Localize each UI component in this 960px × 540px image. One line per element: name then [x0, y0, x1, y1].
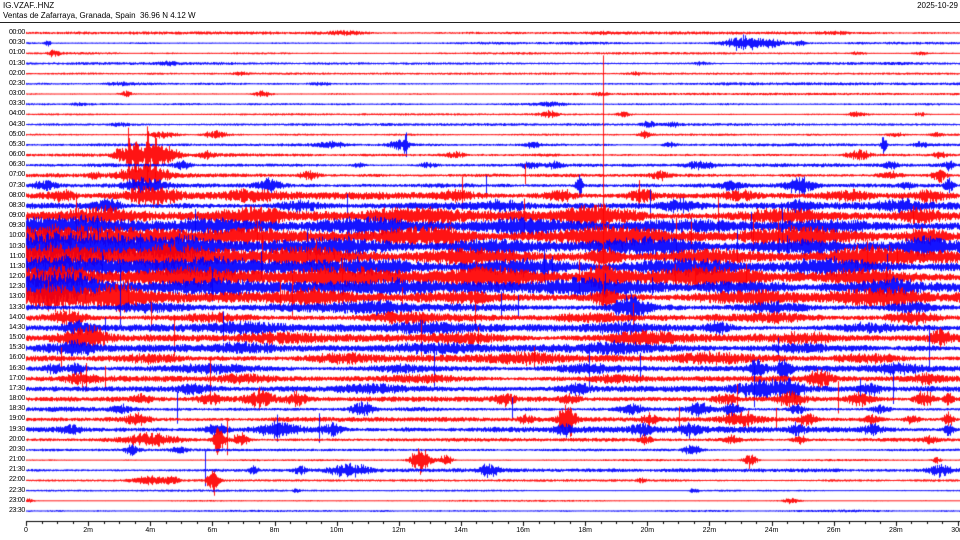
time-label: 07:30 [8, 181, 25, 189]
time-label: 11:30 [9, 262, 26, 270]
time-label: 10:30 [8, 242, 25, 250]
time-label: 12:00 [8, 273, 25, 281]
station-code: IG.VZAF..HNZ [3, 1, 55, 10]
time-label: 13:00 [8, 293, 25, 301]
time-label: 06:00 [8, 151, 25, 159]
minute-tick-label: 6m [207, 527, 218, 534]
time-label: 07:00 [8, 171, 25, 179]
time-label: 10:00 [8, 232, 25, 240]
time-label: 02:00 [8, 69, 25, 77]
minute-tick-label: 10m [329, 527, 344, 534]
minute-tick-label: 22m [702, 527, 717, 534]
time-label: 22:00 [8, 476, 25, 484]
minute-tick-label: 12m [391, 527, 406, 534]
time-label: 04:30 [8, 120, 25, 128]
minute-tick-label: 26m [826, 527, 841, 534]
minute-tick-label: 8m [269, 527, 280, 534]
header-divider [0, 22, 960, 23]
minute-tick-label: 14m [454, 527, 468, 534]
time-label: 14:30 [8, 323, 25, 331]
time-label: 05:00 [8, 130, 25, 138]
time-label: 21:00 [8, 456, 25, 464]
time-label: 20:30 [8, 445, 25, 453]
time-label: 08:00 [8, 191, 25, 199]
time-label: 15:30 [8, 344, 25, 352]
time-label: 00:00 [8, 29, 25, 36]
time-label: 19:30 [8, 425, 25, 433]
minute-tick-label: 2m [83, 527, 93, 534]
time-label: 01:00 [8, 49, 25, 57]
time-label: 04:00 [8, 110, 25, 118]
time-label: 01:30 [8, 59, 25, 67]
minute-tick-label: 4m [145, 527, 156, 534]
station-location: Ventas de Zafarraya, Granada, Spain 36.9… [3, 11, 196, 20]
date-label: 2025-10-29 [917, 1, 958, 10]
time-label: 00:30 [8, 39, 25, 47]
time-label: 08:30 [8, 201, 25, 209]
time-label: 21:30 [8, 466, 25, 474]
time-label: 11:00 [9, 252, 26, 260]
time-label: 15:00 [8, 334, 25, 342]
minute-tick-label: 16m [516, 527, 530, 534]
time-label: 16:30 [8, 364, 25, 372]
time-label: 17:30 [8, 384, 25, 392]
time-label: 17:00 [8, 374, 25, 382]
time-label: 19:00 [8, 415, 25, 423]
time-label: 06:30 [8, 161, 25, 169]
time-label: 18:30 [8, 405, 25, 413]
time-label: 05:30 [8, 140, 25, 148]
minute-tick-label: 28m [889, 527, 903, 534]
time-label: 16:00 [8, 354, 25, 362]
minute-tick-label: 24m [764, 527, 779, 534]
minute-tick-label: 18m [578, 527, 592, 534]
time-label: 03:30 [8, 100, 25, 108]
minute-tick-label: 30m [951, 527, 960, 534]
header: IG.VZAF..HNZ Ventas de Zafarraya, Granad… [3, 1, 196, 21]
time-label: 14:00 [8, 313, 25, 321]
minute-tick-label: 0 [24, 527, 28, 534]
time-label: 09:30 [8, 222, 25, 230]
time-label: 20:00 [8, 435, 25, 443]
time-label: 03:00 [8, 90, 25, 98]
time-label: 23:00 [8, 496, 25, 504]
time-label: 23:30 [8, 506, 25, 514]
minute-tick-label: 20m [640, 527, 655, 534]
time-label: 18:00 [8, 395, 25, 403]
time-label: 02:30 [8, 79, 25, 87]
time-label: 13:30 [8, 303, 25, 311]
time-label: 09:00 [8, 212, 25, 220]
time-label: 22:30 [8, 486, 25, 494]
time-label: 12:30 [8, 283, 25, 291]
